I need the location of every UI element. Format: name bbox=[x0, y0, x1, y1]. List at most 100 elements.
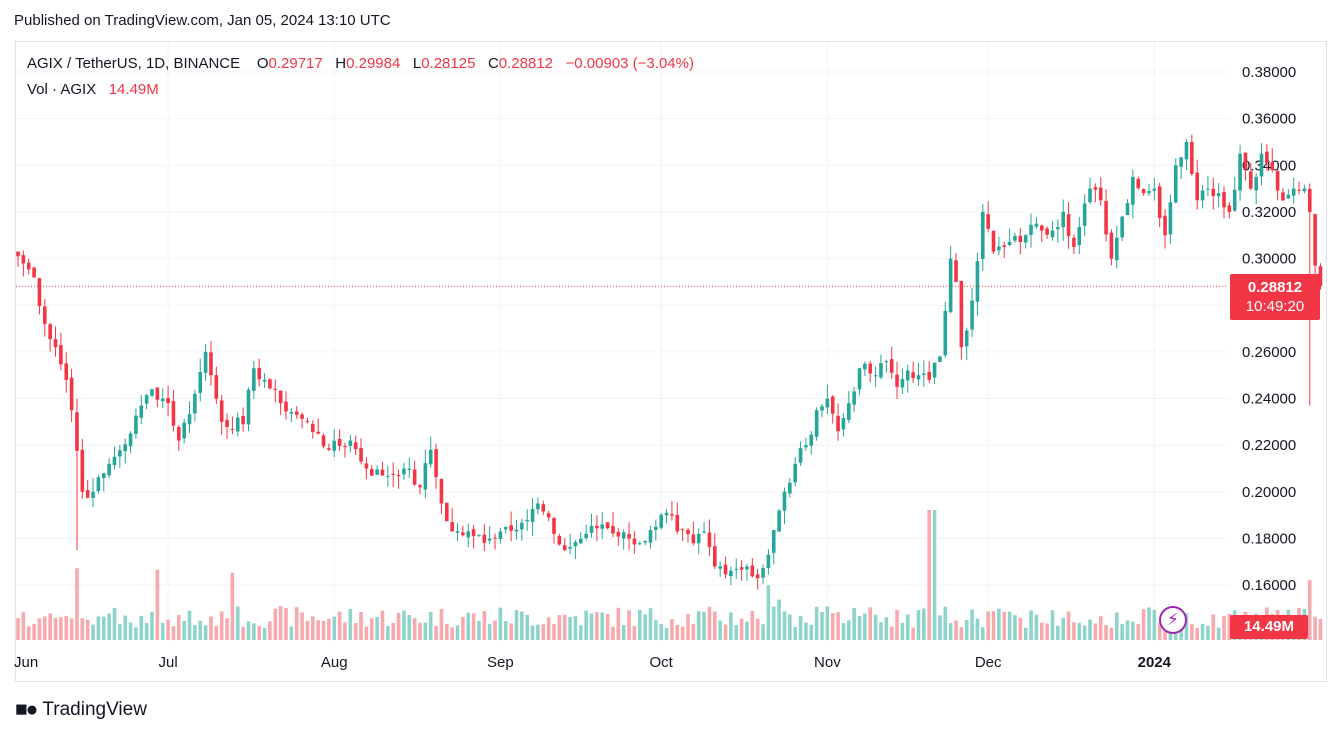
candle-body bbox=[552, 518, 556, 534]
candle-body bbox=[804, 445, 808, 448]
volume-bar bbox=[1018, 617, 1023, 640]
volume-bar bbox=[32, 623, 36, 640]
volume-bar bbox=[246, 621, 251, 640]
volume-bar bbox=[670, 619, 674, 640]
candle-body bbox=[1179, 157, 1183, 167]
symbol-label[interactable]: AGIX / TetherUS, 1D, BINANCE bbox=[27, 55, 241, 72]
candle-body bbox=[562, 545, 567, 551]
volume-bar bbox=[793, 626, 797, 640]
candle-body bbox=[916, 375, 921, 380]
candle-body bbox=[1002, 245, 1007, 247]
candle-body bbox=[509, 525, 513, 531]
candle-body bbox=[568, 546, 572, 549]
volume-bar bbox=[118, 624, 122, 640]
candle-body bbox=[214, 375, 219, 399]
candle-body bbox=[37, 278, 42, 306]
candle-body bbox=[402, 468, 406, 475]
candle-body bbox=[252, 368, 256, 391]
volume-bar bbox=[997, 608, 1001, 640]
volume-bar bbox=[123, 615, 127, 640]
candle-body bbox=[836, 415, 840, 432]
volume-bar bbox=[943, 606, 948, 640]
volume-bar bbox=[289, 626, 294, 640]
volume-bar bbox=[696, 611, 701, 640]
candle-body bbox=[637, 543, 642, 545]
volume-bar bbox=[1034, 614, 1039, 640]
volume-bar bbox=[771, 606, 776, 640]
volume-bar bbox=[514, 610, 519, 640]
volume-bar bbox=[814, 606, 819, 640]
volume-bar bbox=[359, 611, 363, 640]
candle-body bbox=[391, 473, 395, 475]
candle-body bbox=[144, 395, 149, 404]
volume-bar bbox=[332, 616, 337, 640]
candle-body bbox=[1302, 188, 1307, 192]
volume-bar bbox=[1184, 613, 1189, 640]
volume-bar bbox=[579, 625, 583, 640]
volume-bar bbox=[348, 608, 353, 640]
volume-bar bbox=[1007, 611, 1012, 640]
footer-brand[interactable]: ■● TradingView bbox=[15, 698, 147, 722]
candle-body bbox=[26, 262, 31, 270]
y-tick-label: 0.30000 bbox=[1242, 251, 1296, 268]
volume-bar bbox=[568, 616, 572, 640]
x-tick-label: Jun bbox=[14, 654, 38, 671]
candle-body bbox=[648, 530, 653, 543]
candle-body bbox=[1270, 162, 1275, 170]
candle-body bbox=[289, 412, 294, 414]
y-tick-label: 0.26000 bbox=[1242, 344, 1296, 361]
candle-body bbox=[750, 565, 755, 577]
y-tick-label: 0.38000 bbox=[1242, 64, 1296, 81]
volume-bar bbox=[380, 610, 385, 640]
y-tick-label: 0.20000 bbox=[1242, 484, 1296, 501]
candle-body bbox=[713, 546, 717, 567]
candle-body bbox=[911, 372, 915, 379]
candle-body bbox=[584, 533, 588, 539]
candle-body bbox=[445, 502, 449, 522]
lightning-bolt-icon[interactable]: ⚡ bbox=[1159, 606, 1187, 634]
y-tick-label: 0.22000 bbox=[1242, 437, 1296, 454]
candle-body bbox=[938, 356, 942, 362]
candle-body bbox=[1286, 194, 1291, 199]
volume-bar bbox=[1115, 612, 1119, 640]
volume-bar bbox=[369, 618, 374, 640]
x-tick-label: 2024 bbox=[1138, 654, 1172, 671]
candle-body bbox=[1045, 228, 1049, 235]
candle-body bbox=[734, 568, 739, 570]
volume-bar bbox=[477, 620, 481, 640]
volume-bar bbox=[1200, 623, 1205, 640]
volume-bar bbox=[235, 606, 240, 640]
candle-body bbox=[1307, 188, 1312, 212]
volume-bar bbox=[219, 611, 224, 640]
candle-body bbox=[579, 538, 583, 544]
volume-bar bbox=[166, 619, 170, 640]
candle-body bbox=[557, 535, 562, 545]
volume-label[interactable]: Vol · AGIX bbox=[27, 81, 97, 98]
volume-bar bbox=[1216, 627, 1221, 640]
candle-body bbox=[1131, 176, 1135, 205]
candle-body bbox=[1125, 203, 1130, 216]
candle-body bbox=[69, 377, 74, 411]
volume-bar bbox=[428, 612, 433, 640]
candle-body bbox=[96, 477, 101, 492]
candle-body bbox=[643, 540, 647, 543]
candle-body bbox=[852, 391, 856, 405]
volume-bar bbox=[1307, 580, 1312, 640]
volume-bar bbox=[107, 613, 111, 640]
volume-bar bbox=[64, 616, 69, 640]
volume-bar bbox=[353, 623, 358, 640]
volume-bar bbox=[1147, 607, 1151, 640]
volume-value: 14.49M bbox=[108, 81, 159, 98]
candle-body bbox=[101, 473, 106, 479]
volume-bar bbox=[600, 612, 605, 640]
y-tick-label: 0.34000 bbox=[1242, 157, 1296, 174]
candle-body bbox=[1007, 241, 1012, 245]
volume-bar bbox=[134, 627, 138, 640]
volume-bar bbox=[541, 624, 546, 640]
volume-bar bbox=[203, 625, 208, 640]
candle-body bbox=[477, 534, 481, 536]
volume-bar bbox=[707, 606, 712, 640]
candle-body bbox=[407, 468, 412, 471]
candle-body bbox=[43, 306, 47, 324]
